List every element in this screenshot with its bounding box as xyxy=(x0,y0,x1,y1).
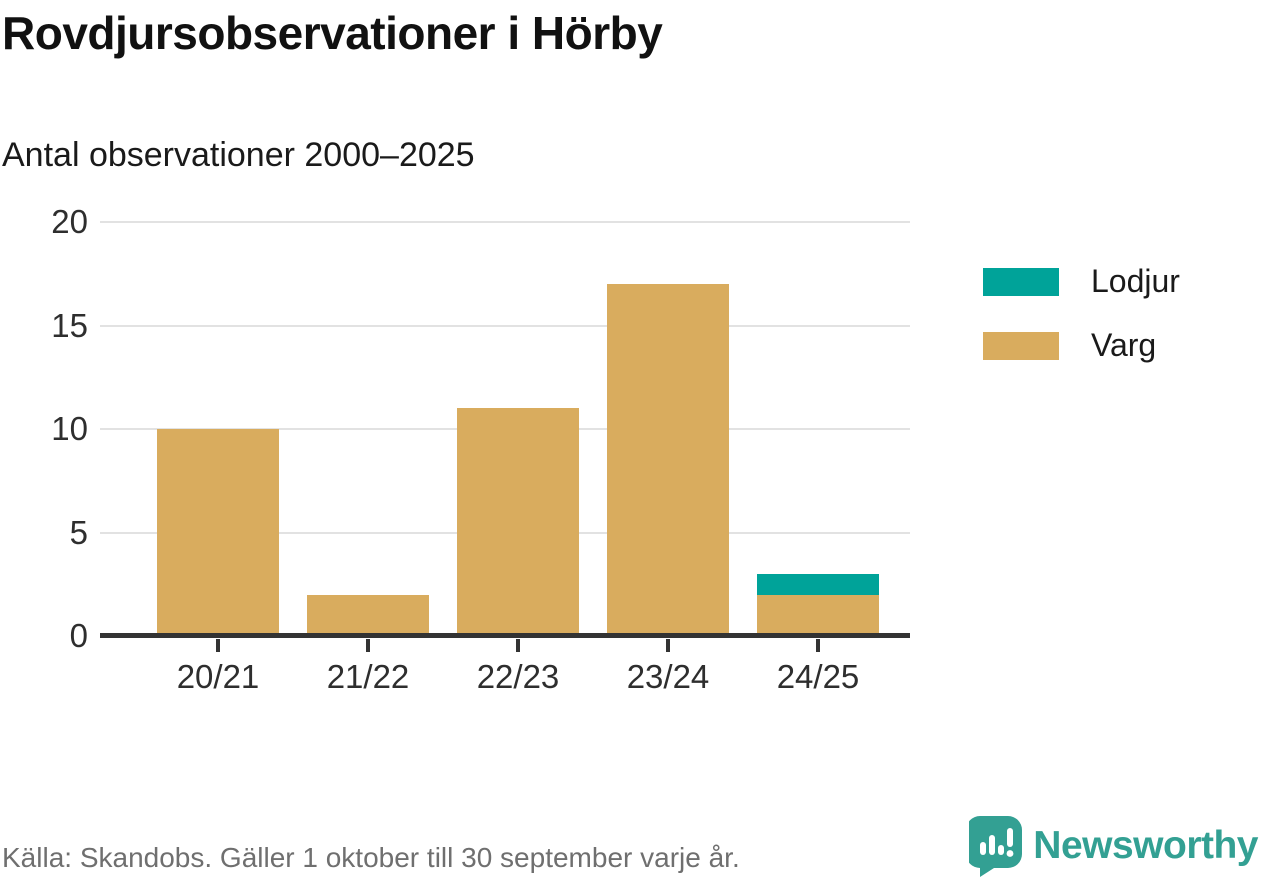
newsworthy-wordmark: Newsworthy xyxy=(1033,824,1258,867)
y-axis-tick-label: 20 xyxy=(51,203,88,240)
source-note: Källa: Skandobs. Gäller 1 oktober till 3… xyxy=(2,842,740,873)
y-axis-tick-label: 10 xyxy=(51,410,88,447)
chart-subtitle: Antal observationer 2000–2025 xyxy=(2,136,475,174)
bar-24-25-lodjur xyxy=(757,573,879,595)
legend-label: Varg xyxy=(1091,327,1157,363)
bar-23-24-varg xyxy=(607,284,729,636)
y-axis-tick-label: 5 xyxy=(69,513,88,551)
bar-22-23-varg xyxy=(457,408,579,636)
x-axis-line xyxy=(100,633,910,638)
bar-20-21-varg xyxy=(157,429,279,636)
x-axis-tick xyxy=(516,639,520,652)
bar-21-22-varg xyxy=(307,594,429,636)
y-axis-tick-label: 15 xyxy=(51,306,88,344)
x-axis-tick xyxy=(666,639,670,652)
gridline-y-20 xyxy=(100,221,910,223)
bar-24-25-varg xyxy=(757,594,879,636)
bar-chart-plot-area xyxy=(100,221,910,652)
gridline-y-15 xyxy=(100,324,910,327)
y-axis-labels: 0 5 10 15 20 xyxy=(0,203,88,654)
x-axis-category-label: 24/25 xyxy=(776,658,860,695)
x-axis-category-label: 20/21 xyxy=(176,658,260,695)
x-axis-tick xyxy=(216,639,220,652)
y-axis-tick-label: 0 xyxy=(69,617,88,654)
legend-swatch-lodjur xyxy=(983,267,1059,296)
legend-label: Lodjur xyxy=(1091,263,1180,299)
x-axis-category-label: 23/24 xyxy=(626,658,710,695)
x-axis-tick xyxy=(816,639,820,652)
x-axis-tick xyxy=(366,639,370,652)
x-axis-labels: 20/21 21/22 22/23 23/24 24/25 xyxy=(100,658,910,704)
legend-swatch-varg xyxy=(983,331,1059,360)
chart-legend: Lodjur Varg xyxy=(983,263,1180,364)
legend-item-varg: Varg xyxy=(983,327,1180,364)
newsworthy-logo: Newsworthy xyxy=(966,815,1258,877)
legend-item-lodjur: Lodjur xyxy=(983,263,1180,300)
x-axis-category-label: 21/22 xyxy=(326,658,410,695)
page-title: Rovdjursobservationer i Hörby xyxy=(2,7,663,59)
x-axis-category-label: 22/23 xyxy=(476,658,560,695)
newsworthy-logo-icon xyxy=(966,815,1023,877)
